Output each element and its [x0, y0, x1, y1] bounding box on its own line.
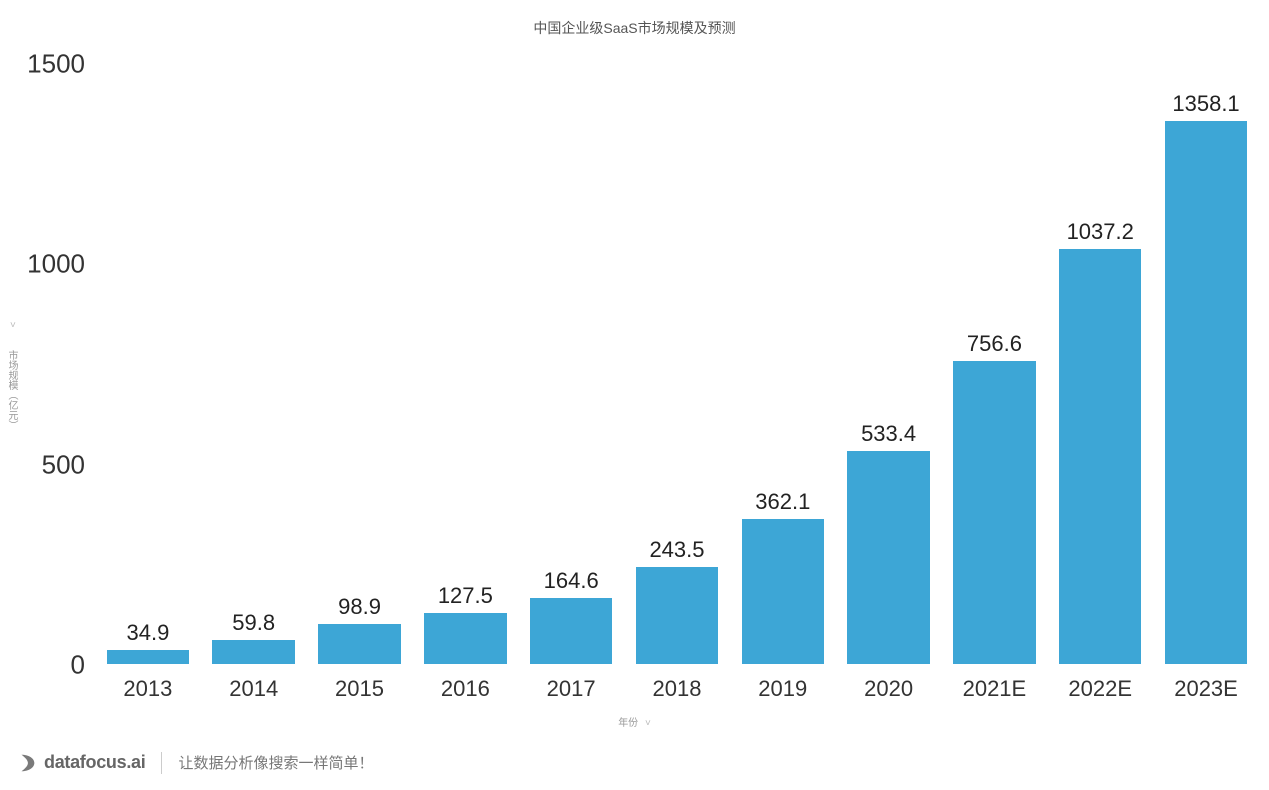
- bar: [1059, 249, 1142, 664]
- bar: [847, 451, 930, 664]
- bar-value-label: 1358.1: [1172, 91, 1239, 117]
- bar: [212, 640, 295, 664]
- bar-slot: 1037.22022E: [1047, 44, 1153, 664]
- bar: [636, 567, 719, 664]
- x-axis-label: 年份 ˅: [618, 714, 651, 729]
- chart-area: ˅ 市场规模（亿元） 34.9201359.8201498.92015127.5…: [0, 44, 1269, 735]
- bar-category-label: 2020: [864, 676, 913, 702]
- y-tick-label: 1500: [27, 49, 85, 80]
- bar: [318, 624, 401, 664]
- bar: [424, 613, 507, 664]
- bar-value-label: 1037.2: [1067, 219, 1134, 245]
- bar: [953, 361, 1036, 664]
- footer-divider: [161, 752, 162, 774]
- bar-slot: 243.52018: [624, 44, 730, 664]
- brand-logo: datafocus.ai: [16, 752, 145, 774]
- chart-title: 中国企业级SaaS市场规模及预测: [0, 0, 1269, 44]
- bar-category-label: 2023E: [1174, 676, 1238, 702]
- chart-container: 中国企业级SaaS市场规模及预测 ˅ 市场规模（亿元） 34.9201359.8…: [0, 0, 1269, 790]
- bar: [530, 598, 613, 664]
- bar-slot: 164.62017: [518, 44, 624, 664]
- bar-value-label: 533.4: [861, 421, 916, 447]
- bar-category-label: 2014: [229, 676, 278, 702]
- bar-category-label: 2018: [652, 676, 701, 702]
- bars-group: 34.9201359.8201498.92015127.52016164.620…: [95, 44, 1259, 665]
- bar-category-label: 2016: [441, 676, 490, 702]
- bar-value-label: 756.6: [967, 331, 1022, 357]
- bar-value-label: 98.9: [338, 594, 381, 620]
- footer-tagline: 让数据分析像搜索一样简单！: [178, 752, 373, 773]
- bar-value-label: 362.1: [755, 489, 810, 515]
- x-axis-caret-icon: ˅: [645, 718, 651, 729]
- bar-category-label: 2017: [547, 676, 596, 702]
- bar-slot: 756.62021E: [942, 44, 1048, 664]
- bar-slot: 533.42020: [836, 44, 942, 664]
- y-axis-caret-icon: ˅: [10, 320, 16, 331]
- bar: [1165, 121, 1248, 664]
- bar-category-label: 2021E: [963, 676, 1027, 702]
- bar-slot: 98.92015: [307, 44, 413, 664]
- bar-value-label: 243.5: [649, 537, 704, 563]
- bar-slot: 34.92013: [95, 44, 201, 664]
- bar-category-label: 2019: [758, 676, 807, 702]
- y-tick-label: 1000: [27, 249, 85, 280]
- bar-slot: 127.52016: [412, 44, 518, 664]
- bar: [742, 519, 825, 664]
- y-tick-label: 0: [71, 650, 85, 681]
- plot-area: 34.9201359.8201498.92015127.52016164.620…: [95, 44, 1259, 665]
- bar-slot: 362.12019: [730, 44, 836, 664]
- brand-logo-text: datafocus.ai: [44, 752, 145, 773]
- bar: [107, 650, 190, 664]
- x-axis-label-text: 年份: [618, 718, 638, 729]
- bar-value-label: 164.6: [544, 568, 599, 594]
- y-axis-label: 市场规模（亿元）: [4, 350, 19, 430]
- bar-slot: 59.82014: [201, 44, 307, 664]
- bar-value-label: 59.8: [232, 610, 275, 636]
- y-tick-label: 500: [42, 449, 85, 480]
- datafocus-logo-icon: [16, 752, 38, 774]
- bar-category-label: 2013: [123, 676, 172, 702]
- bar-value-label: 127.5: [438, 583, 493, 609]
- footer: datafocus.ai 让数据分析像搜索一样简单！: [0, 735, 1269, 790]
- bar-slot: 1358.12023E: [1153, 44, 1259, 664]
- bar-category-label: 2022E: [1068, 676, 1132, 702]
- bar-category-label: 2015: [335, 676, 384, 702]
- bar-value-label: 34.9: [126, 620, 169, 646]
